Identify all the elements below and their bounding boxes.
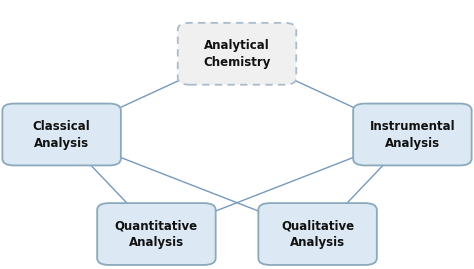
FancyBboxPatch shape [2,104,121,165]
FancyBboxPatch shape [258,203,377,265]
FancyBboxPatch shape [178,23,296,85]
Text: Classical
Analysis: Classical Analysis [33,119,91,150]
Text: Quantitative
Analysis: Quantitative Analysis [115,219,198,249]
Text: Qualitative
Analysis: Qualitative Analysis [281,219,354,249]
FancyBboxPatch shape [97,203,216,265]
Text: Instrumental
Analysis: Instrumental Analysis [370,119,455,150]
Text: Analytical
Chemistry: Analytical Chemistry [203,39,271,69]
FancyBboxPatch shape [353,104,472,165]
